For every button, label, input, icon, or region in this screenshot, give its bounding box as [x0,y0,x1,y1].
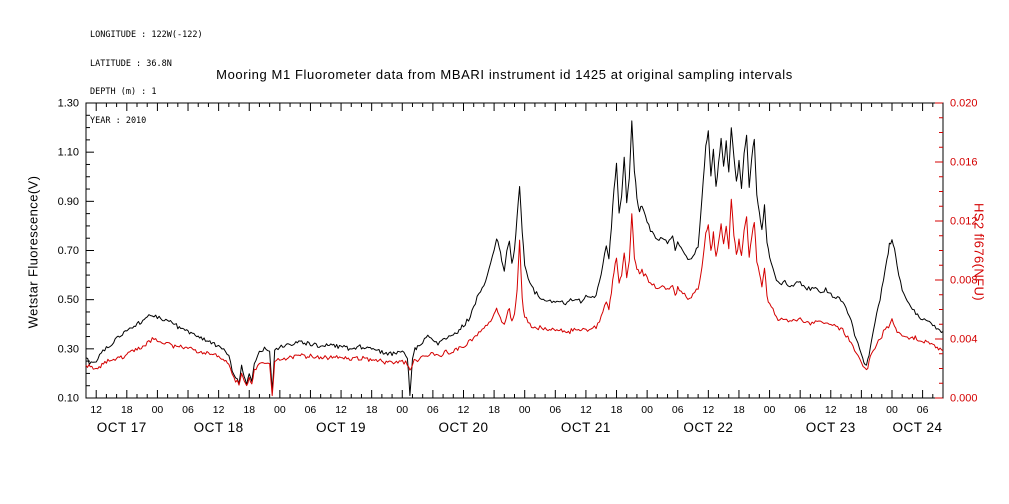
date-label: OCT 23 [806,420,856,435]
hour-tick-label: 18 [366,404,378,416]
date-label: OCT 21 [561,420,611,435]
hour-tick-label: 06 [305,404,317,416]
left-tick-label: 0.10 [58,393,79,405]
hour-tick-label: 06 [182,404,194,416]
date-label: OCT 17 [97,420,147,435]
meta-latitude: LATITUDE : 36.8N [90,58,172,69]
right-tick-label: 0.000 [950,393,978,405]
hour-tick-label: 06 [672,404,684,416]
hour-tick-label: 06 [427,404,439,416]
hour-tick-label: 12 [458,404,470,416]
hour-tick-label: 06 [794,404,806,416]
hour-tick-label: 00 [396,404,408,416]
hour-tick-label: 18 [856,404,868,416]
hour-tick-label: 06 [917,404,929,416]
date-label: OCT 20 [438,420,488,435]
hour-tick-label: 12 [580,404,592,416]
meta-depth: DEPTH (m) : 1 [90,87,157,97]
hour-tick-label: 00 [886,404,898,416]
right-tick-label: 0.020 [950,98,978,110]
y-axis-left: 0.10 0.30 0.50 0.70 0.90 1.10 1.30 [58,98,94,405]
right-tick-label: 0.004 [950,334,978,346]
metadata-block: LONGITUDE : 122W(-122) LATITUDE : 36.8N … [90,12,203,145]
right-tick-label: 0.008 [950,275,978,287]
hour-tick-label: 12 [213,404,225,416]
y-axis-right: 0.000 0.004 0.008 0.012 0.016 0.020 [935,98,978,405]
hour-tick-label: 00 [764,404,776,416]
hour-tick-label: 18 [488,404,500,416]
wetstar-series-line [85,120,944,396]
date-label: OCT 24 [892,420,942,435]
right-tick-label: 0.012 [950,216,978,228]
hour-tick-label: 00 [274,404,286,416]
hour-tick-label: 12 [335,404,347,416]
x-axis: 12 18 00 06 12 18 00 06 12 18 00 06 12 18 00 06 12 18 00 06… [85,103,944,416]
hour-tick-label: 00 [152,404,164,416]
left-tick-label: 0.30 [58,343,79,355]
date-label: OCT 18 [194,420,244,435]
date-label: OCT 19 [316,420,366,435]
hour-tick-label: 00 [519,404,531,416]
meta-longitude: LONGITUDE : 122W(-122) [90,30,203,40]
date-label: OCT 22 [683,420,733,435]
right-tick-label: 0.016 [950,157,978,169]
chart-title: Mooring M1 Fluorometer data from MBARI i… [216,67,793,82]
hour-tick-label: 12 [703,404,715,416]
hour-tick-label: 12 [90,404,102,416]
left-tick-label: 0.90 [58,196,79,208]
left-tick-label: 1.30 [58,98,79,110]
hour-tick-label: 18 [243,404,255,416]
hour-tick-label: 12 [825,404,837,416]
hour-tick-label: 18 [733,404,745,416]
hour-tick-label: 18 [121,404,133,416]
hour-tick-label: 18 [611,404,623,416]
left-tick-label: 1.10 [58,147,79,159]
left-tick-label: 0.50 [58,294,79,306]
date-labels: OCT 17 OCT 18 OCT 19 OCT 20 OCT 21 OCT 22 OCT … [97,420,942,435]
hour-tick-label: 06 [549,404,561,416]
hs2-series-line [85,198,944,397]
hour-tick-label: 00 [641,404,653,416]
meta-year: YEAR : 2010 [90,115,147,126]
left-tick-label: 0.70 [58,245,79,257]
